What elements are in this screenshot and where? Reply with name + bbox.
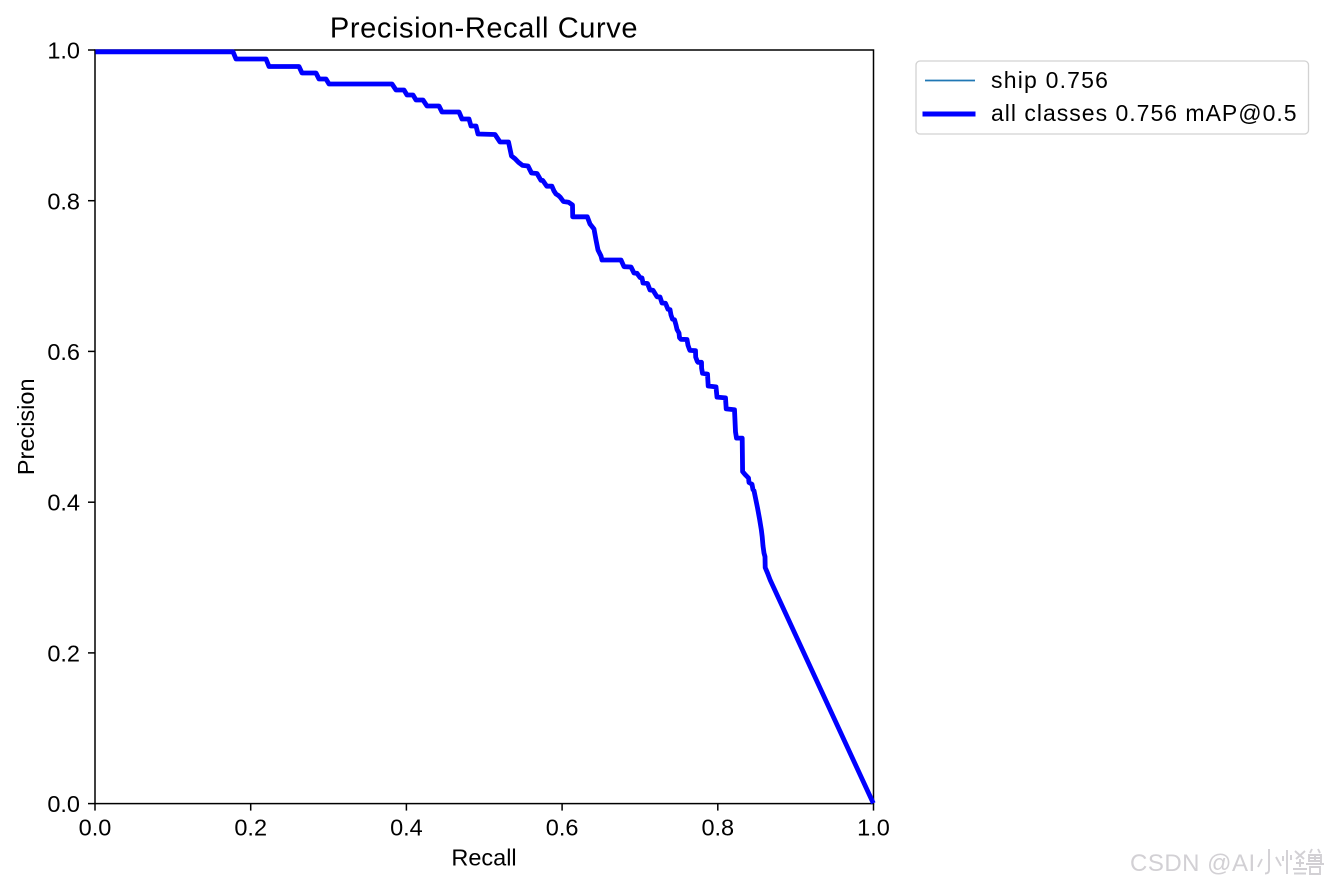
svg-text:all classes 0.756 mAP@0.5: all classes 0.756 mAP@0.5: [991, 100, 1298, 126]
svg-text:1.0: 1.0: [857, 815, 890, 841]
svg-text:0.2: 0.2: [47, 640, 80, 666]
svg-text:CSDN @AI: CSDN @AI: [1130, 850, 1256, 877]
svg-text:0.2: 0.2: [234, 815, 267, 841]
svg-text:0.0: 0.0: [47, 791, 80, 817]
svg-text:0.4: 0.4: [47, 490, 80, 516]
svg-text:0.8: 0.8: [701, 815, 734, 841]
svg-text:Precision: Precision: [13, 378, 39, 475]
svg-text:ship 0.756: ship 0.756: [991, 67, 1109, 93]
svg-text:0.6: 0.6: [47, 339, 80, 365]
svg-text:0.4: 0.4: [390, 815, 423, 841]
svg-text:0.8: 0.8: [47, 188, 80, 214]
svg-text:0.6: 0.6: [546, 815, 579, 841]
svg-text:Recall: Recall: [451, 844, 516, 870]
svg-text:1.0: 1.0: [47, 38, 80, 64]
svg-text:Precision-Recall Curve: Precision-Recall Curve: [330, 13, 638, 45]
svg-text:0.0: 0.0: [79, 815, 112, 841]
